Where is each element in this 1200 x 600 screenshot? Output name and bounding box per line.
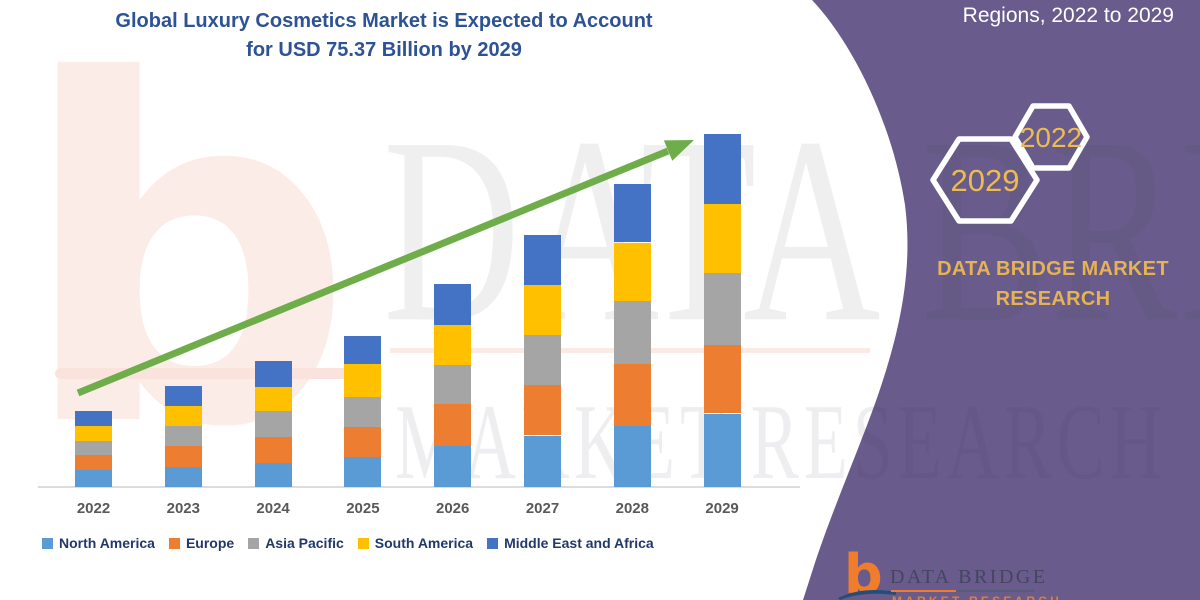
bar-segment-2029-middle-east-and-africa — [703, 133, 741, 204]
dbmr-logo: b DATA BRIDGE MARKET RESEARCH — [838, 546, 1168, 600]
dbmr-logo-underline — [891, 590, 1035, 592]
bar-segment-2028-north-america — [613, 426, 651, 487]
bar-segment-2028-europe — [613, 364, 651, 427]
hexagon-2029-label: 2029 — [951, 163, 1020, 198]
bar-segment-2023-middle-east-and-africa — [164, 385, 202, 406]
hexagon-2022-label: 2022 — [1020, 122, 1082, 153]
bar-segment-2026-middle-east-and-africa — [434, 284, 472, 326]
chart-title: Global Luxury Cosmetics Market is Expect… — [34, 7, 734, 65]
panel-brand-text: DATA BRIDGE MARKET RESEARCH — [903, 254, 1200, 314]
legend-swatch — [357, 537, 369, 549]
x-axis-label: 2027 — [525, 500, 560, 517]
x-axis-label: 2024 — [256, 500, 290, 517]
bar-segment-2028-asia-pacific — [613, 301, 651, 365]
bar-segment-2029-south-america — [703, 203, 741, 274]
legend-label: North America — [59, 535, 155, 551]
x-axis-line — [38, 486, 800, 488]
chart-title-line1: Global Luxury Cosmetics Market is Expect… — [115, 10, 653, 32]
legend-item: South America — [357, 535, 474, 551]
bar-segment-2027-europe — [524, 385, 561, 436]
bar-segment-2024-asia-pacific — [254, 411, 292, 437]
legend-item: Europe — [168, 535, 235, 551]
legend-item: Asia Pacific — [248, 535, 344, 551]
legend-swatch — [168, 537, 180, 549]
bar-segment-2027-south-america — [524, 284, 561, 335]
bar-segment-2026-north-america — [434, 445, 472, 487]
legend-item: Middle East and Africa — [487, 535, 654, 551]
legend-label: South America — [374, 535, 474, 551]
panel-brand-line1: DATA BRIDGE MARKET — [937, 258, 1169, 280]
bar-segment-2027-asia-pacific — [524, 334, 561, 386]
hexagon-2022 — [1012, 103, 1090, 171]
panel-brand-line2: RESEARCH — [995, 288, 1111, 310]
plot-area: 2022 2023 2024 2025 2026 2027 2028 2029 — [38, 133, 800, 517]
bar-segment-2025-north-america — [344, 457, 382, 487]
legend-item: North America — [42, 535, 155, 551]
hexagon-2029 — [930, 136, 1040, 224]
legend-swatch — [487, 537, 499, 549]
bar-segment-2029-europe — [703, 345, 741, 414]
dbmr-logo-name: DATA BRIDGE — [890, 566, 1048, 588]
x-axis-label: 2026 — [436, 500, 470, 517]
bar-segment-2025-middle-east-and-africa — [344, 335, 382, 364]
bar-segment-2027-middle-east-and-africa — [524, 234, 561, 285]
x-axis-label: 2029 — [705, 500, 739, 517]
bar-segment-2025-asia-pacific — [344, 397, 382, 428]
bar-segment-2028-middle-east-and-africa — [613, 184, 651, 243]
bar-segment-2023-europe — [164, 446, 202, 467]
dbmr-logo-swoosh — [838, 590, 896, 600]
bar-segment-2024-middle-east-and-africa — [254, 360, 292, 387]
bar-segment-2022-north-america — [75, 469, 112, 487]
bar-segment-2024-europe — [254, 436, 292, 463]
bar-segment-2022-europe — [75, 455, 112, 470]
bar-segment-2025-south-america — [344, 363, 382, 398]
legend-label: Middle East and Africa — [504, 535, 654, 551]
bar-segment-2028-south-america — [613, 242, 651, 302]
bar-segment-2022-asia-pacific — [75, 440, 112, 456]
bar-segment-2024-south-america — [254, 386, 292, 412]
bar-segment-2027-north-america — [524, 435, 561, 487]
panel-heading: Regions, 2022 to 2029 — [962, 4, 1174, 27]
dbmr-logo-tagline: MARKET RESEARCH — [892, 594, 1062, 600]
legend-label: Europe — [185, 535, 235, 551]
legend-label: Asia Pacific — [265, 535, 344, 551]
chart-title-line2: for USD 75.37 Billion by 2029 — [246, 39, 522, 61]
bar-segment-2026-south-america — [434, 325, 472, 365]
x-axis-label: 2022 — [76, 500, 111, 517]
bar-segment-2025-europe — [344, 427, 382, 457]
watermark-tagline-text: MARKET RESEARCH — [395, 382, 1167, 502]
x-axis-label: 2028 — [615, 500, 649, 517]
legend: North America Europe Asia Pacific South Ame… — [42, 535, 654, 551]
bar-segment-2022-south-america — [75, 426, 112, 441]
bar-segment-2022-middle-east-and-africa — [75, 411, 112, 427]
bar-segment-2023-asia-pacific — [164, 426, 202, 447]
bar-segment-2026-europe — [434, 403, 472, 446]
bar-segment-2023-south-america — [164, 406, 202, 427]
legend-swatch — [248, 537, 260, 549]
x-axis-label: 2023 — [166, 500, 200, 517]
legend-swatch — [42, 537, 53, 549]
bar-segment-2029-north-america — [703, 413, 741, 487]
bar-segment-2023-north-america — [164, 466, 202, 487]
bar-segment-2024-north-america — [254, 462, 292, 487]
hexagon-badges: 2029 2022 — [930, 103, 1090, 224]
x-axis-label: 2025 — [346, 500, 380, 517]
bar-segment-2029-asia-pacific — [703, 273, 741, 346]
bar-segment-2026-asia-pacific — [434, 364, 472, 404]
